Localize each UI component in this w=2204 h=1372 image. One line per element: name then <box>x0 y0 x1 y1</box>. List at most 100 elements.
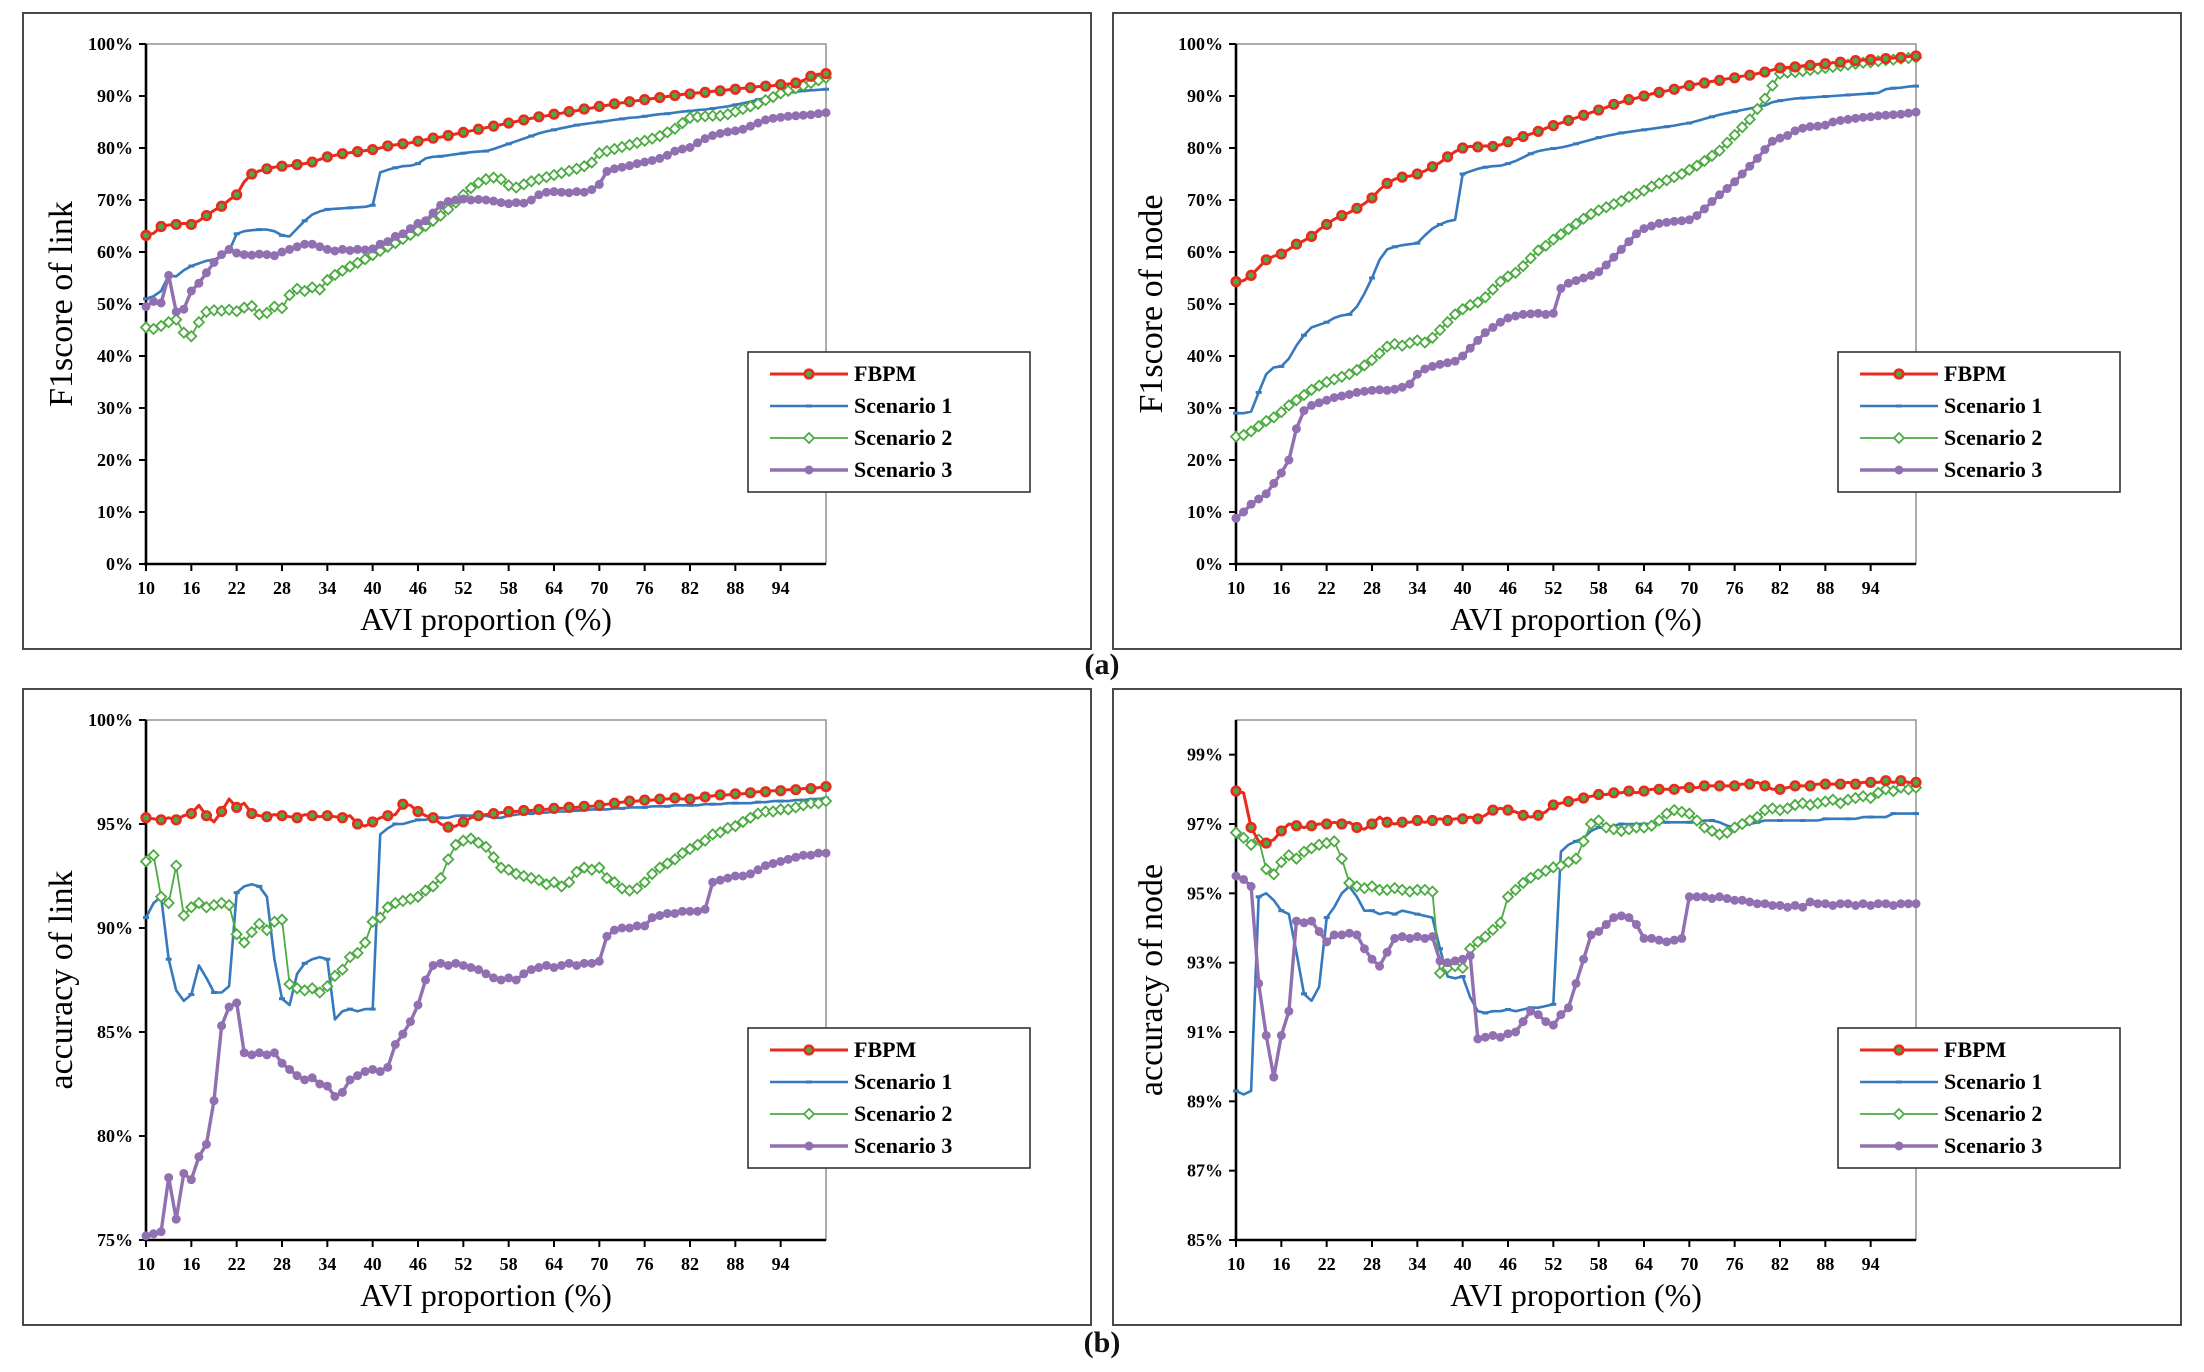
chart-panel-f1-link: 100% 90% 80% 70% 60% 50% 40% 30% 20% 10% 0% 10 16 22 2… <box>22 12 1092 650</box>
x-tick-label: 64 <box>545 1254 563 1274</box>
axes: 99% 97% 95% 93% 91% 89% 87% 85%10 16 22 28 34 40 46 52… <box>1133 719 1917 1313</box>
y-tick-label: 70% <box>97 190 133 210</box>
legend: FBPM Scenario 1 Scenario 2 Scenario 3 <box>747 351 1031 493</box>
y-tick-label: 40% <box>97 346 133 366</box>
x-tick-label: 70 <box>1680 578 1698 598</box>
x-tick-label: 76 <box>636 578 654 598</box>
x-tick-label: 46 <box>409 578 427 598</box>
x-tick-label: 76 <box>636 1254 654 1274</box>
x-tick-label: 94 <box>1862 578 1880 598</box>
x-tick-label: 70 <box>590 1254 608 1274</box>
y-tick-label: 90% <box>1187 86 1223 106</box>
x-tick-label: 52 <box>454 578 472 598</box>
chart-accuracy-node: 99% 97% 95% 93% 91% 89% 87% 85%10 16 22 28 34 40 46 52… <box>1133 719 2121 1313</box>
y-axis-title: F1score of node <box>1133 194 1170 413</box>
y-tick-label: 0% <box>1196 554 1223 574</box>
x-tick-label: 40 <box>364 578 382 598</box>
y-tick-label: 90% <box>97 86 133 106</box>
x-tick-label: 34 <box>1408 1254 1426 1274</box>
series-scenario-3 <box>1231 107 1921 523</box>
legend-label: Scenario 2 <box>1944 1101 2042 1126</box>
series-scenario-1 <box>1233 84 1919 415</box>
x-tick-label: 82 <box>1771 1254 1789 1274</box>
x-tick-label: 10 <box>1227 578 1245 598</box>
chart-f1-link: 100% 90% 80% 70% 60% 50% 40% 30% 20% 10% 0%10 16 22 2… <box>43 34 1031 637</box>
x-tick-label: 94 <box>1862 1254 1880 1274</box>
axes: 100% 90% 80% 70% 60% 50% 40% 30% 20% 10% 0%10 16 22 2… <box>43 34 827 637</box>
x-tick-label: 34 <box>318 578 336 598</box>
x-tick-label: 28 <box>273 1254 291 1274</box>
y-tick-label: 87% <box>1187 1161 1223 1181</box>
x-tick-label: 64 <box>1635 578 1653 598</box>
x-tick-label: 88 <box>726 1254 744 1274</box>
axes: 100% 95% 90% 85% 80% 75%10 16 22 28 34 40 46 52 58 64 7… <box>43 710 827 1313</box>
x-tick-label: 40 <box>1454 578 1472 598</box>
x-tick-label: 22 <box>1318 1254 1336 1274</box>
y-tick-label: 93% <box>1187 953 1223 973</box>
x-tick-label: 58 <box>500 578 518 598</box>
y-tick-label: 85% <box>97 1022 133 1042</box>
legend-label: Scenario 3 <box>1944 1133 2042 1158</box>
y-tick-label: 80% <box>97 138 133 158</box>
legend-label: Scenario 1 <box>854 1069 952 1094</box>
y-tick-label: 60% <box>97 242 133 262</box>
y-tick-label: 50% <box>1187 294 1223 314</box>
y-axis-title: F1score of link <box>43 201 80 407</box>
x-tick-label: 16 <box>182 1254 200 1274</box>
x-tick-label: 46 <box>409 1254 427 1274</box>
x-tick-label: 52 <box>454 1254 472 1274</box>
y-tick-label: 75% <box>97 1230 133 1250</box>
x-tick-label: 22 <box>228 578 246 598</box>
series-fbpm <box>1230 50 1922 288</box>
x-tick-label: 94 <box>772 1254 790 1274</box>
x-tick-label: 52 <box>1544 578 1562 598</box>
x-tick-label: 64 <box>545 578 563 598</box>
y-tick-label: 20% <box>97 450 133 470</box>
series-fbpm <box>140 68 832 241</box>
legend-label: Scenario 2 <box>854 1101 952 1126</box>
x-tick-label: 76 <box>1726 1254 1744 1274</box>
chart-panel-f1-node: 100% 90% 80% 70% 60% 50% 40% 30% 20% 10% 0% 10 16 22 2… <box>1112 12 2182 650</box>
legend-label: Scenario 2 <box>854 425 952 450</box>
x-tick-label: 10 <box>137 1254 155 1274</box>
legend-label: Scenario 3 <box>854 1133 952 1158</box>
x-tick-label: 94 <box>772 578 790 598</box>
x-tick-label: 64 <box>1635 1254 1653 1274</box>
x-tick-label: 28 <box>1363 578 1381 598</box>
y-tick-label: 100% <box>1178 34 1223 54</box>
x-tick-label: 22 <box>1318 578 1336 598</box>
series-scenario-1 <box>143 87 829 301</box>
chart-accuracy-link: 100% 95% 90% 85% 80% 75%10 16 22 28 34 40 46 52 58 64 7… <box>43 710 1031 1313</box>
subfigure-label-a: (a) <box>1084 648 1120 681</box>
x-tick-label: 16 <box>1272 1254 1290 1274</box>
series-scenario-2 <box>139 71 833 343</box>
series-fbpm <box>140 780 832 833</box>
x-tick-label: 82 <box>1771 578 1789 598</box>
series-scenario-2 <box>139 794 833 999</box>
x-axis-title: AVI proportion (%) <box>360 1277 612 1313</box>
chart-f1-node: 100% 90% 80% 70% 60% 50% 40% 30% 20% 10% 0%10 16 22 2… <box>1133 34 2121 637</box>
chart-panel-accuracy-node: 99% 97% 95% 93% 91% 89% 87% 85% 10 16 22 28 34 40 46 52… <box>1112 688 2182 1326</box>
x-tick-label: 10 <box>1227 1254 1245 1274</box>
x-tick-label: 40 <box>364 1254 382 1274</box>
x-tick-label: 58 <box>500 1254 518 1274</box>
y-tick-label: 90% <box>97 918 133 938</box>
subfigure-label-b: (b) <box>1083 1326 1121 1359</box>
legend-label: Scenario 1 <box>1944 393 2042 418</box>
y-tick-label: 95% <box>1187 883 1223 903</box>
y-tick-label: 97% <box>1187 814 1223 834</box>
y-tick-label: 70% <box>1187 190 1223 210</box>
x-axis-title: AVI proportion (%) <box>1450 1277 1702 1313</box>
x-tick-label: 82 <box>681 578 699 598</box>
x-tick-label: 22 <box>228 1254 246 1274</box>
y-tick-label: 60% <box>1187 242 1223 262</box>
x-tick-label: 88 <box>1816 1254 1834 1274</box>
y-tick-label: 40% <box>1187 346 1223 366</box>
legend-label: Scenario 3 <box>854 457 952 482</box>
y-tick-label: 30% <box>97 398 133 418</box>
x-tick-label: 58 <box>1590 1254 1608 1274</box>
y-tick-label: 20% <box>1187 450 1223 470</box>
y-tick-label: 10% <box>1187 502 1223 522</box>
legend-label: FBPM <box>1944 361 2007 386</box>
x-tick-label: 34 <box>1408 578 1426 598</box>
